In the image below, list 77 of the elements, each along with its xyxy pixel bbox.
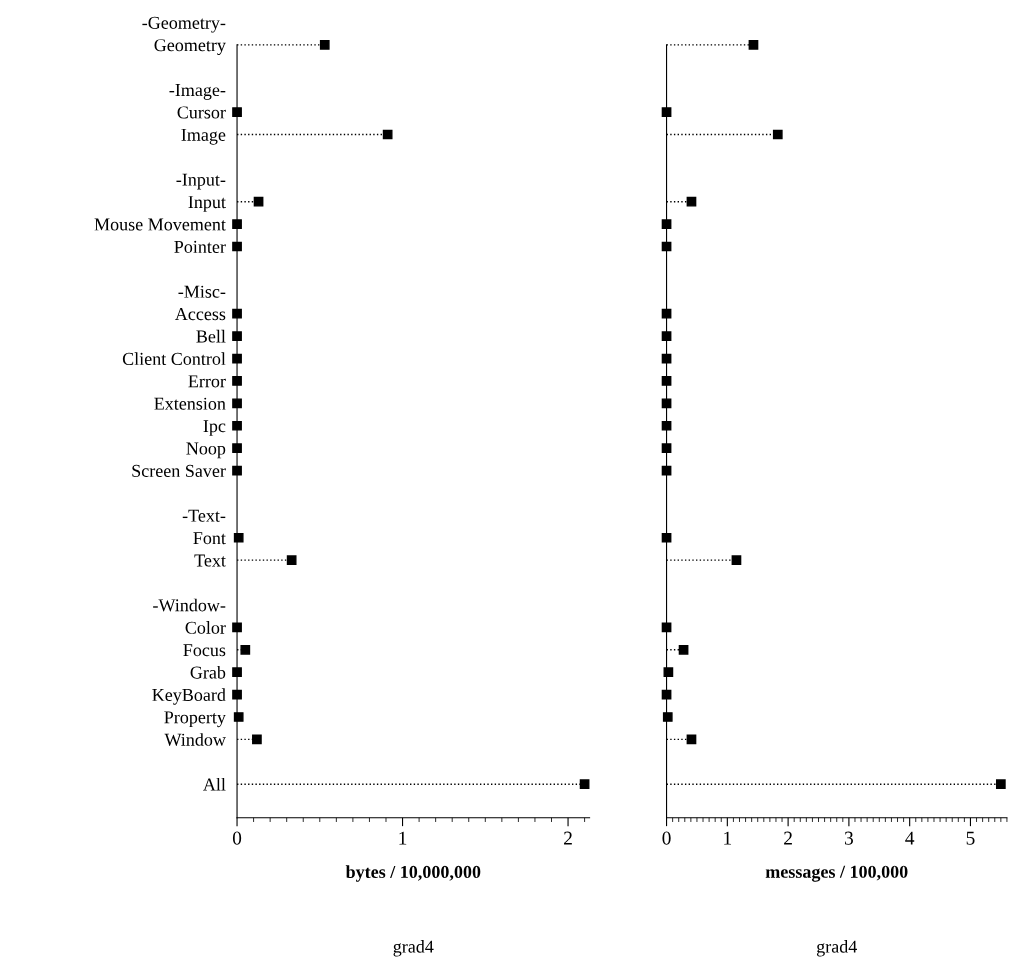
point xyxy=(995,779,1006,790)
y-tick-label: Focus xyxy=(183,644,226,657)
point xyxy=(661,308,672,319)
y-tick-label: -Geometry- xyxy=(142,16,226,33)
x-tick-label: 0 xyxy=(232,831,242,845)
point xyxy=(661,443,672,454)
x-tick-label: 5 xyxy=(966,831,975,845)
point xyxy=(661,398,672,409)
x-tick-label: 2 xyxy=(564,831,572,845)
point xyxy=(748,40,759,50)
y-tick-label: Grab xyxy=(190,665,226,679)
point xyxy=(232,308,242,319)
point xyxy=(382,129,393,140)
point xyxy=(661,420,672,431)
point xyxy=(661,219,672,229)
point xyxy=(233,532,244,543)
y-tick-label: Bell xyxy=(196,329,226,343)
y-tick-label: Noop xyxy=(186,442,226,459)
y-tick-label: Screen Saver xyxy=(132,464,226,477)
y-tick-label: -Misc- xyxy=(178,285,226,298)
y-tick-label: -Input- xyxy=(176,173,226,190)
y-tick-label: Pointer xyxy=(174,240,226,253)
x-axis-title: bytes / 10,000,000 xyxy=(345,865,481,882)
text: grad4 xyxy=(393,940,434,957)
point xyxy=(240,644,251,655)
y-tick-label: Property xyxy=(164,711,226,728)
point xyxy=(731,555,742,566)
y-tick-label: -Image- xyxy=(169,84,226,100)
y-tick-label: Cursor xyxy=(177,106,226,119)
point xyxy=(662,712,673,722)
x-tick-label: 2 xyxy=(784,831,792,845)
point xyxy=(232,107,242,117)
y-tick-label: Ipc xyxy=(203,420,226,436)
y-tick-label: -Text- xyxy=(182,509,226,522)
point xyxy=(232,219,242,229)
point xyxy=(286,555,297,566)
point xyxy=(252,734,262,745)
y-tick-label: Window xyxy=(164,733,226,746)
y-tick-label: Mouse Movement xyxy=(94,218,226,231)
point xyxy=(232,398,242,409)
y-tick-label: Geometry xyxy=(154,39,226,56)
point xyxy=(661,532,672,543)
x-axis-title: messages / 100,000 xyxy=(765,865,908,882)
point xyxy=(686,196,697,207)
point xyxy=(232,443,242,454)
y-tick-label: Error xyxy=(188,375,226,388)
point xyxy=(678,644,689,655)
point xyxy=(661,107,672,117)
y-tick-label: Extension xyxy=(154,397,226,410)
x-tick-label: 1 xyxy=(399,831,407,845)
point xyxy=(579,779,590,790)
y-tick-label: Color xyxy=(185,621,226,634)
y-tick-label: Font xyxy=(193,532,226,545)
y-tick-label: Input xyxy=(188,196,226,212)
y-tick-label: -Window- xyxy=(153,598,226,612)
text: grad4 xyxy=(816,940,858,957)
point xyxy=(661,331,672,341)
x-tick-label: 1 xyxy=(724,831,732,845)
point xyxy=(233,712,244,722)
x-tick-label: 4 xyxy=(905,831,915,845)
point xyxy=(232,331,242,341)
point xyxy=(232,667,242,678)
point xyxy=(319,40,330,50)
point xyxy=(663,667,674,678)
point xyxy=(232,420,242,431)
point xyxy=(253,196,264,207)
y-tick-label: Access xyxy=(174,308,226,321)
y-tick-label: Client Control xyxy=(122,352,226,365)
y-tick-label: Text xyxy=(194,554,226,567)
y-tick-label: Image xyxy=(181,128,226,145)
y-tick-label: KeyBoard xyxy=(152,688,226,705)
point xyxy=(661,376,672,386)
y-tick-label: All xyxy=(203,777,226,791)
x-tick-label: 3 xyxy=(844,831,853,845)
x-tick-label: 0 xyxy=(662,831,671,845)
point xyxy=(772,129,783,140)
point xyxy=(232,376,242,386)
